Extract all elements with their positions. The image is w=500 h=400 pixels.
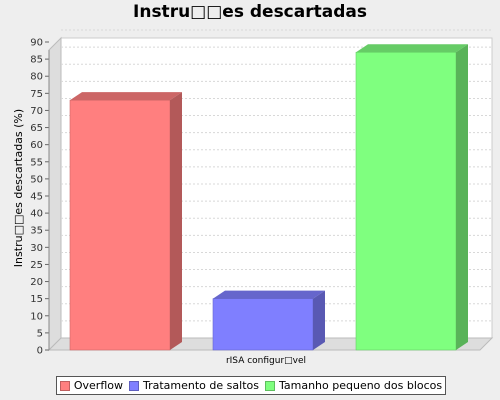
y-tick-label: 5	[37, 328, 43, 339]
y-tick-label: 10	[30, 311, 43, 322]
y-tick-label: 90	[30, 38, 43, 49]
y-tick-label: 45	[30, 192, 43, 203]
y-tick-label: 40	[30, 209, 43, 220]
bar-tamanho-pequeno-dos-blocos	[355, 44, 468, 351]
y-tick-label: 70	[30, 106, 43, 117]
y-tick-label: 80	[30, 72, 43, 83]
y-tick-label: 85	[30, 55, 43, 66]
y-tick-label: 30	[30, 243, 43, 254]
legend-item: Tamanho pequeno dos blocos	[264, 379, 443, 392]
legend-swatch	[129, 380, 139, 391]
y-tick-label: 25	[30, 260, 43, 271]
legend-swatch	[264, 380, 275, 391]
y-tick-label: 65	[30, 123, 43, 134]
plot-left-wall	[48, 36, 62, 352]
y-tick-label: 75	[30, 89, 43, 100]
bar-front	[69, 99, 171, 351]
y-axis-label: Instru□□es descartadas (%)	[12, 109, 25, 267]
y-axis-ticks: 0 5 10 15 20 25 30 35 40 45 50 55 60 65 70 75 80 85 90	[30, 38, 50, 357]
bar-top	[213, 290, 325, 299]
bar-side	[170, 92, 182, 350]
y-tick-label: 20	[30, 277, 43, 288]
y-tick-label: 15	[30, 294, 43, 305]
chart-title: Instru□□es descartadas	[133, 2, 367, 22]
bar-side	[456, 44, 468, 351]
bar-top	[356, 44, 468, 53]
bar-top	[70, 92, 182, 101]
legend-swatch	[59, 380, 70, 391]
x-axis-label: rISA configur□vel	[226, 356, 306, 366]
legend-label: Tratamento de saltos	[143, 379, 259, 392]
bar-side	[313, 290, 325, 350]
y-tick-label: 60	[30, 140, 43, 151]
legend-label: Overflow	[73, 379, 123, 392]
bar-front	[355, 51, 457, 351]
y-tick-label: 55	[30, 157, 43, 168]
bar-front	[212, 298, 314, 351]
y-tick-label: 0	[37, 346, 43, 357]
y-tick-label: 50	[30, 174, 43, 185]
legend-item: Overflow	[59, 379, 123, 392]
y-tick-label: 35	[30, 226, 43, 237]
bar-tratamento-de-saltos	[212, 290, 325, 351]
legend: Overflow Tratamento de saltos Tamanho pequ…	[56, 376, 446, 395]
bar-overflow	[69, 92, 182, 351]
legend-item: Tratamento de saltos	[129, 379, 259, 392]
bars	[69, 44, 468, 351]
legend-label: Tamanho pequeno dos blocos	[278, 379, 443, 392]
